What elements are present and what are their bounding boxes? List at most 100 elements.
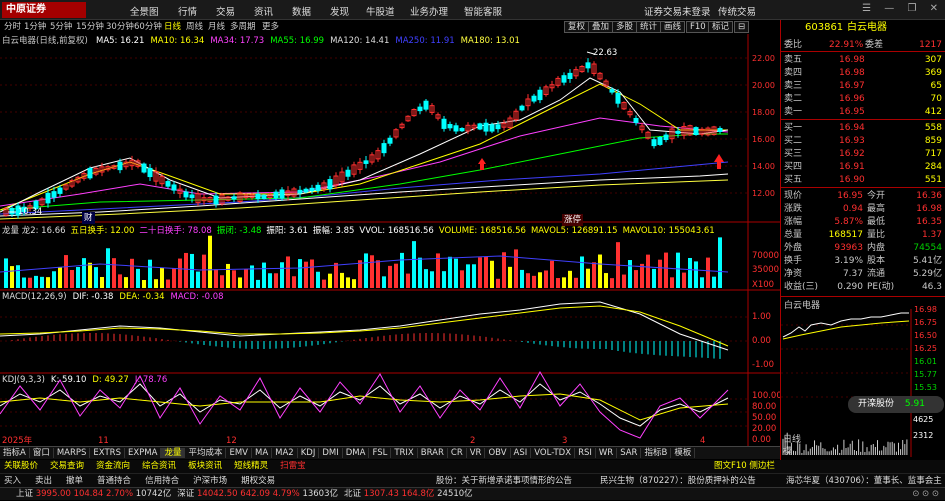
trade-action-2[interactable]: 撤单 [66,476,84,486]
menu-bull-stock[interactable]: 牛股道 [366,7,395,18]
sidebar-toggle[interactable]: 图文F10 侧边栏 [714,461,775,471]
indicator-tab-12[interactable]: DMA [342,448,370,458]
classic-trade-link[interactable]: 传统交易 [718,7,757,18]
period-daily[interactable]: 日线 [164,22,182,32]
indicator-tab-6[interactable]: 平均成本 [185,448,227,458]
collapse-button[interactable]: ⊟ [734,21,750,33]
mini-intraday-chart[interactable]: 白云电器 16.98 16.75 16.50 16.25 16.01 15.77 15.53… [781,296,945,457]
indicator-tab-22[interactable]: WR [595,448,618,458]
candle [57,187,63,194]
sell-level-2[interactable]: 卖二 16.96 70 [781,93,945,106]
volume-bar [658,259,662,288]
index-ticker-0[interactable]: 上证 3995.00 104.84 2.70% 10742亿 [16,489,172,499]
indicator-tab-17[interactable]: VR [466,448,486,458]
candle [75,176,81,183]
indicator-tab-11[interactable]: DMI [319,448,343,458]
menu-business[interactable]: 业务办理 [410,7,449,18]
trade-action-1[interactable]: 卖出 [35,476,53,486]
menu-trade[interactable]: 交易 [216,7,236,18]
func-link-2[interactable]: 资金流向 [96,461,131,471]
period-intraday[interactable]: 分时 [4,22,22,32]
indicator-tab-9[interactable]: MA2 [272,448,298,458]
indicator-tab-2[interactable]: MARPS [53,448,91,458]
indicator-tab-19[interactable]: ASI [510,448,532,458]
indicator-tab-8[interactable]: MA [252,448,273,458]
menu-data[interactable]: 数据 [292,7,312,18]
menu-news[interactable]: 资讯 [254,7,274,18]
period-30min[interactable]: 30分钟 [106,22,134,32]
indicator-tab-0[interactable]: 指标A [0,448,30,458]
draw-button[interactable]: 画线 [660,21,686,33]
indicator-tab-7[interactable]: EMV [226,448,252,458]
func-link-3[interactable]: 综合资讯 [142,461,177,471]
mini-tab-daily[interactable]: 日线 [783,435,802,445]
indicator-tab-1[interactable]: 窗口 [29,448,54,458]
indicator-tab-10[interactable]: KDJ [297,448,320,458]
buy-level-2[interactable]: 买二 16.93 859 [781,135,945,148]
financial-marker[interactable]: 财 [82,212,95,224]
news-item-1[interactable]: 股份：关于新增承诺事项情形的公告 [436,476,573,486]
sell-level-5[interactable]: 卖五 16.98 307 [781,54,945,67]
func-link-5[interactable]: 短线精灵 [234,461,269,471]
trade-action-6[interactable]: 期权交易 [241,476,276,486]
kline-chart-area[interactable]: 22.00 20.00 18.00 16.00 14.00 12.00 白云电器(日线,前… [0,34,782,446]
indicator-tab-23[interactable]: SAR [617,448,642,458]
period-weekly[interactable]: 周线 [186,22,204,32]
menu-overview[interactable]: 全景图 [130,7,159,18]
trade-action-5[interactable]: 沪深市场 [193,476,228,486]
indicator-tab-13[interactable]: FSL [369,448,392,458]
period-more[interactable]: 更多 [262,22,280,32]
menu-service[interactable]: 智能客服 [464,7,503,18]
adjust-button[interactable]: 复权 [564,21,590,33]
indicator-tab-16[interactable]: CR [447,448,467,458]
vol-legend-item-4: 振阳: 3.61 [266,226,308,236]
func-link-1[interactable]: 交易查询 [50,461,85,471]
mini-tab-template[interactable]: 模 [783,447,793,457]
index-ticker-1[interactable]: 深证 14042.50 642.09 4.79% 13603亿 [177,489,338,499]
sell-level-4[interactable]: 卖四 16.98 369 [781,67,945,80]
trade-action-3[interactable]: 普通持合 [97,476,132,486]
limit-up-marker[interactable]: 涨停 [562,214,584,226]
trade-action-4[interactable]: 信用持合 [145,476,180,486]
indicator-tab-20[interactable]: VOL-TDX [531,448,576,458]
indicator-tab-25[interactable]: 模板 [671,448,696,458]
sell-level-1[interactable]: 卖一 16.95 412 [781,106,945,119]
menu-discover[interactable]: 发现 [330,7,350,18]
login-status[interactable]: 证券交易未登录 [644,7,711,18]
func-link-4[interactable]: 板块资讯 [188,461,223,471]
index-ticker-2[interactable]: 北证 1307.43 164.8亿 24510亿 [344,489,473,499]
f10-button[interactable]: F10 [686,21,710,33]
stock-popup-toast[interactable]: 开滦股份 5.91 [848,396,944,413]
overlay-button[interactable]: 叠加 [588,21,614,33]
indicator-tab-5[interactable]: 龙量 [161,448,186,458]
sell-level-3[interactable]: 卖三 16.97 65 [781,80,945,93]
indicator-tab-21[interactable]: RSI [575,448,596,458]
mark-button[interactable]: 标记 [708,21,734,33]
indicator-tab-14[interactable]: TRIX [391,448,418,458]
period-60min[interactable]: 60分钟 [134,22,162,32]
indicator-tab-15[interactable]: BRAR [417,448,448,458]
buy-level-4[interactable]: 买四 16.91 284 [781,161,945,174]
stats-button[interactable]: 统计 [636,21,662,33]
period-15min[interactable]: 15分钟 [76,22,104,32]
period-multi[interactable]: 多周期 [230,22,256,32]
window-controls[interactable]: ☰ — ❐ ✕ [862,3,943,14]
buy-level-3[interactable]: 买三 16.92 717 [781,148,945,161]
indicator-tab-18[interactable]: OBV [485,448,511,458]
buy-level-5[interactable]: 买五 16.90 551 [781,174,945,187]
func-link-0[interactable]: 关联股价 [4,461,39,471]
indicator-tab-3[interactable]: EXTRS [90,448,125,458]
trade-action-0[interactable]: 买入 [4,476,22,486]
period-5min[interactable]: 5分钟 [50,22,73,32]
func-link-6[interactable]: 扫雷宝 [280,461,306,471]
multi-stock-button[interactable]: 多股 [612,21,638,33]
indicator-tab-24[interactable]: 指标B [641,448,672,458]
buy-level-1[interactable]: 买一 16.94 558 [781,122,945,135]
menu-quotes[interactable]: 行情 [178,7,198,18]
period-monthly[interactable]: 月线 [208,22,226,32]
news-item-2[interactable]: 民兴生物（870227）：股份质押补的公告 [600,476,756,486]
indicator-tab-4[interactable]: EXPMA [124,448,162,458]
news-item-3[interactable]: 海芯华夏（430706）：董事长、监事会主 [786,476,942,486]
period-1min[interactable]: 1分钟 [24,22,47,32]
status-tray-icons[interactable]: ⊙ ⊙ ⊙ [912,489,939,499]
